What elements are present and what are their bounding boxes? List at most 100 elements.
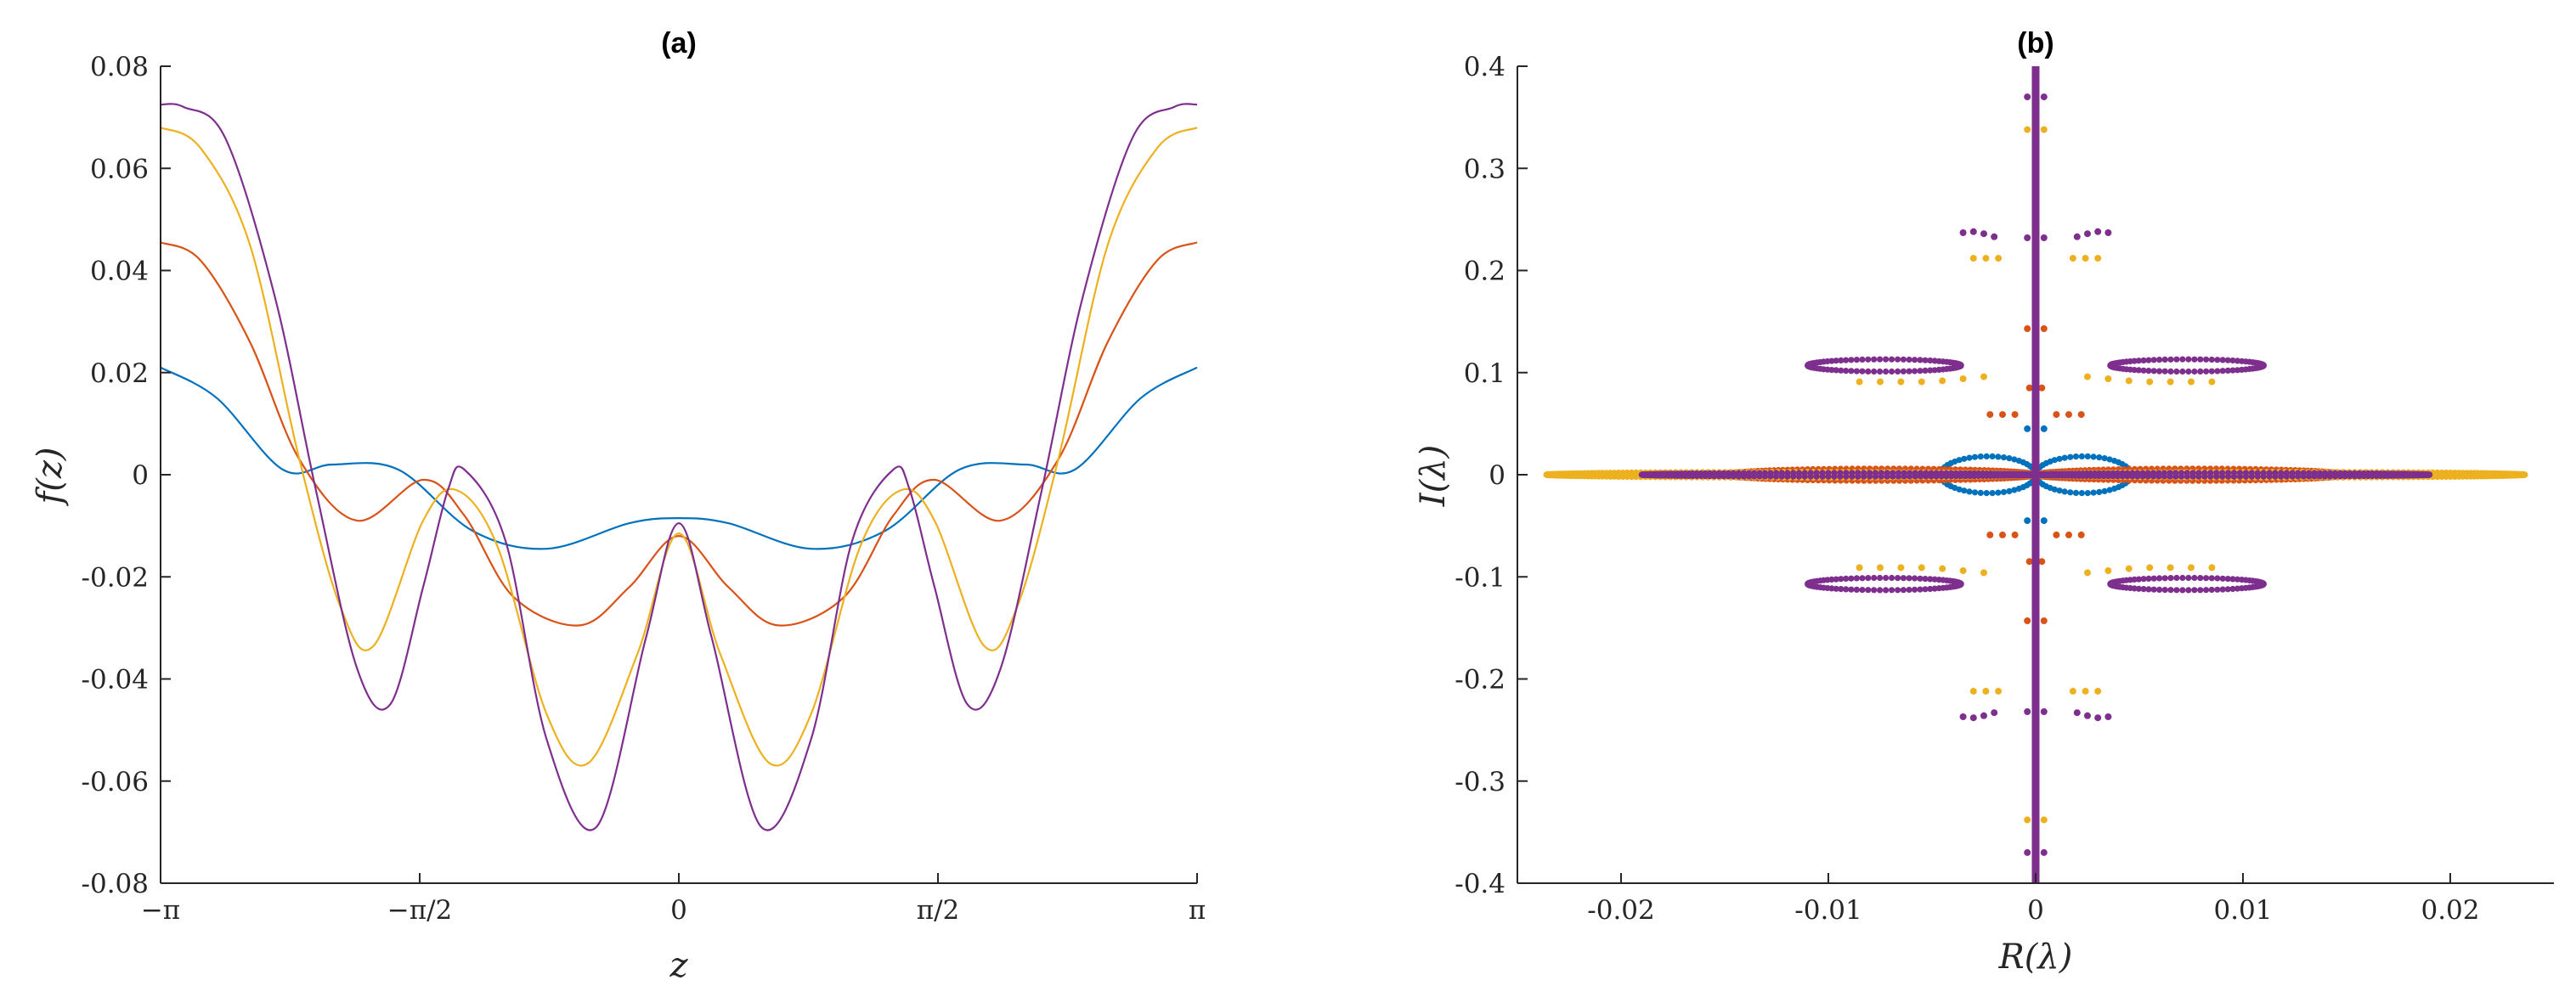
eigenvalue-point: [1833, 367, 1839, 374]
eigenvalue-point: [1715, 470, 1722, 476]
eigenvalue-point: [2191, 587, 2198, 594]
eigenvalue-point: [2185, 574, 2192, 582]
eigenvalue-point: [2131, 576, 2138, 583]
panel-b: (b) -0.02 -0.01 0 0.01 0.02 0.4 0.3 0.2 0.1 0 -0.1…: [1414, 27, 2554, 977]
eigenvalue-point: [2173, 587, 2180, 594]
eigenvalue-point: [2161, 470, 2168, 476]
eigenvalue-point: [2156, 586, 2163, 594]
eigenvalue-point: [2300, 470, 2307, 476]
eigenvalue-point: [1848, 368, 1855, 375]
eigenvalue-point: [2161, 575, 2168, 582]
eigenvalue-point: [1819, 470, 1826, 476]
eigenvalue-point: [2208, 564, 2216, 572]
eigenvalue-point: [1906, 368, 1912, 375]
eigenvalue-point: [1912, 470, 1918, 476]
eigenvalue-point: [1917, 575, 1924, 582]
eigenvalue-point: [1969, 228, 1977, 235]
eigenvalue-point: [2161, 368, 2168, 375]
eigenvalue-point: [2061, 488, 2068, 495]
eigenvalue-point: [1833, 576, 1839, 583]
eigenvalue-point: [2051, 457, 2058, 464]
eigenvalue-point: [2078, 453, 2085, 460]
eigenvalue-point: [2214, 368, 2221, 375]
panel-b-axes: -0.02 -0.01 0 0.01 0.02 0.4 0.3 0.2 0.1 0 -0.1 -0.2…: [1455, 52, 2554, 926]
eigenvalue-point: [2140, 586, 2147, 593]
eigenvalue-point: [2364, 470, 2371, 477]
eigenvalue-point: [2260, 470, 2267, 476]
eigenvalue-point: [1693, 470, 1700, 477]
eigenvalue-point: [1938, 470, 1945, 476]
eigenvalue-point: [1877, 564, 1884, 572]
eigenvalue-point: [2140, 357, 2147, 363]
eigenvalue-point: [1761, 470, 1769, 476]
eigenvalue-point: [1702, 470, 1709, 477]
eigenvalue-point: [1983, 453, 1990, 460]
eigenvalue-point: [1865, 368, 1872, 375]
eigenvalue-point: [2134, 470, 2141, 476]
eigenvalue-point: [2101, 455, 2108, 462]
eigenvalue-point: [1948, 470, 1955, 476]
x-tick-label: 0: [2027, 895, 2044, 926]
eigenvalue-point: [2207, 470, 2214, 476]
series-line-2: [160, 127, 1198, 767]
eigenvalue-point: [1961, 455, 1968, 462]
x-tick-label: π: [1189, 895, 1206, 926]
eigenvalue-point: [2069, 687, 2076, 695]
eigenvalue-point: [1730, 470, 1737, 476]
eigenvalue-point: [2135, 358, 2142, 364]
eigenvalue-point: [2040, 93, 2048, 101]
eigenvalue-point: [2522, 471, 2528, 478]
eigenvalue-point: [2242, 470, 2250, 476]
panel-a-axes: −π −π/2 0 π/2 π 0.08 0.06 0.04 0.02 0 -0.02 -0.04 -0…: [82, 52, 1206, 926]
eigenvalue-point: [2197, 356, 2204, 363]
eigenvalue-point: [1969, 687, 1977, 695]
eigenvalue-point: [1865, 575, 1872, 582]
eigenvalue-point: [2219, 586, 2226, 593]
eigenvalue-point: [2289, 470, 2296, 476]
eigenvalue-point: [2090, 489, 2097, 496]
eigenvalue-point: [1907, 470, 1913, 476]
eigenvalue-point: [1767, 470, 1774, 476]
eigenvalue-point: [1848, 586, 1855, 593]
eigenvalue-point: [2203, 356, 2210, 363]
eigenvalue-point: [2040, 234, 2048, 241]
eigenvalue-point: [2104, 229, 2112, 236]
eigenvalue-point: [1986, 531, 1994, 538]
eigenvalue-point: [2173, 574, 2180, 582]
eigenvalue-point: [1980, 230, 1987, 238]
eigenvalue-point: [2208, 356, 2215, 363]
eigenvalue-point: [1971, 470, 1978, 477]
eigenvalue-point: [2156, 575, 2163, 582]
eigenvalue-point: [1980, 373, 1987, 380]
eigenvalue-point: [1848, 575, 1855, 582]
panel-a: (a) −π −π/2 0 π/2 π 0.08 0.06 0.04 0.02 0 -0.02 -0.…: [31, 27, 1206, 985]
eigenvalue-point: [2084, 230, 2091, 238]
eigenvalue-point: [1927, 585, 1934, 593]
eigenvalue-point: [2084, 712, 2091, 719]
eigenvalue-point: [2145, 368, 2152, 375]
eigenvalue-point: [2195, 470, 2202, 476]
eigenvalue-point: [2214, 357, 2221, 363]
eigenvalue-point: [2208, 575, 2215, 582]
eigenvalue-point: [2024, 617, 2031, 624]
eigenvalue-point: [2166, 378, 2174, 386]
eigenvalue-point: [2327, 470, 2334, 476]
eigenvalue-point: [2100, 470, 2107, 477]
eigenvalue-point: [1991, 709, 1998, 717]
eigenvalue-point: [1927, 357, 1934, 364]
eigenvalue-point: [1983, 490, 1990, 497]
eigenvalue-point: [1859, 356, 1866, 363]
eigenvalue-point: [1906, 356, 1912, 363]
eigenvalue-point: [1931, 585, 1938, 592]
eigenvalue-point: [2306, 470, 2313, 476]
eigenvalue-point: [1959, 375, 1967, 382]
eigenvalue-point: [2156, 357, 2163, 363]
series-line-1: [160, 241, 1198, 627]
eigenvalue-point: [2150, 470, 2157, 476]
eigenvalue-point: [2087, 470, 2094, 477]
eigenvalue-point: [1977, 489, 1984, 497]
eigenvalue-point: [1980, 569, 1987, 577]
eigenvalue-point: [1853, 368, 1860, 375]
eigenvalue-point: [2342, 470, 2348, 476]
eigenvalue-point: [2189, 470, 2196, 476]
